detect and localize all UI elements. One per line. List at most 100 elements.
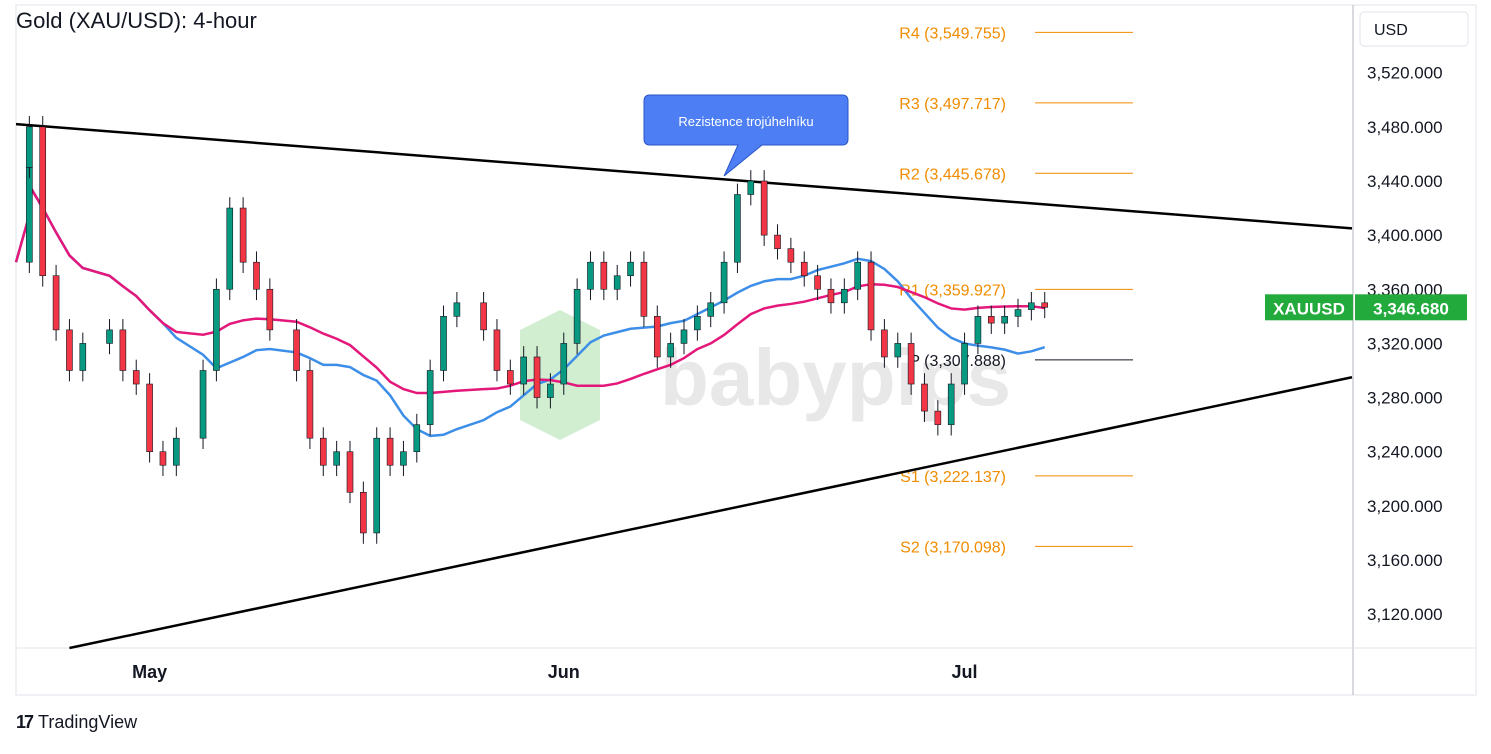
candle — [547, 383, 554, 398]
x-tick-label: Jul — [952, 662, 978, 682]
candle — [921, 383, 928, 412]
candle — [947, 383, 955, 425]
candle — [360, 492, 367, 534]
candle — [333, 451, 340, 466]
candle — [680, 329, 688, 344]
trendline-upper — [15, 122, 1353, 230]
candle — [787, 248, 795, 263]
candle — [894, 343, 902, 358]
chart-title: Gold (XAU/USD): 4-hour — [16, 8, 257, 33]
candle — [39, 126, 47, 277]
candle — [66, 329, 73, 371]
candle — [159, 451, 167, 466]
candle — [720, 261, 728, 304]
candle — [747, 180, 755, 195]
candle — [507, 370, 514, 385]
candle — [961, 343, 968, 385]
annotation-text: Rezistence trojúhelníku — [678, 114, 813, 129]
symbol-label: XAUUSD — [1273, 299, 1345, 318]
last-price-label: 3,346.680 — [1373, 299, 1449, 318]
candle — [841, 288, 848, 304]
candle — [774, 234, 781, 249]
candle — [987, 316, 995, 324]
y-tick-label: 3,120.000 — [1367, 605, 1443, 624]
candle — [319, 437, 327, 466]
pivot-label: S1 (3,222.137) — [900, 469, 1006, 486]
candle — [533, 356, 541, 398]
candle — [734, 194, 741, 263]
candle — [974, 316, 982, 344]
candle — [667, 343, 674, 358]
candle — [79, 343, 87, 371]
x-tick-label: May — [132, 662, 167, 682]
candle — [867, 261, 875, 331]
candle — [453, 302, 461, 317]
candle — [266, 288, 274, 331]
candle — [293, 329, 300, 371]
candle — [560, 343, 568, 385]
candle — [573, 288, 581, 344]
candle — [413, 424, 421, 453]
brand[interactable]: 17 TradingView — [16, 712, 137, 733]
x-tick-label: Jun — [548, 662, 580, 682]
candle — [854, 261, 861, 290]
candle — [173, 437, 180, 466]
candle — [213, 288, 220, 371]
pivot-label: S2 (3,170.098) — [900, 539, 1006, 556]
y-tick-label: 3,200.000 — [1367, 497, 1443, 516]
candle — [119, 329, 127, 371]
candle — [707, 302, 715, 317]
candle — [1001, 316, 1008, 324]
trendline-lower — [69, 376, 1353, 650]
candle — [106, 329, 113, 344]
candle — [600, 261, 608, 290]
currency-label: USD — [1374, 22, 1408, 39]
pivot-label: R1 (3,359.927) — [899, 282, 1006, 299]
candle — [386, 437, 394, 466]
candle — [400, 451, 407, 466]
candle — [907, 343, 915, 385]
y-tick-label: 3,160.000 — [1367, 551, 1443, 570]
candle — [587, 261, 594, 290]
candle — [814, 275, 821, 290]
price-badge — [1355, 294, 1467, 321]
chart-frame — [15, 4, 1477, 696]
candle — [653, 316, 661, 358]
symbol-badge — [1265, 294, 1353, 321]
y-tick-label: 3,280.000 — [1367, 389, 1443, 408]
candle — [26, 126, 33, 168]
pivot-label: R2 (3,445.678) — [899, 166, 1006, 183]
candle — [493, 329, 501, 371]
candle — [239, 207, 247, 263]
watermark-logo-icon — [520, 310, 600, 440]
y-tick-label: 3,480.000 — [1367, 118, 1443, 137]
y-tick-label: 3,520.000 — [1367, 64, 1443, 83]
candle — [426, 370, 434, 425]
candle — [827, 288, 835, 304]
candle — [760, 180, 768, 236]
candle — [613, 275, 621, 290]
y-tick-label: 3,400.000 — [1367, 226, 1443, 245]
candle — [373, 437, 381, 534]
candle — [346, 451, 354, 493]
candle — [52, 275, 60, 331]
candle — [520, 356, 527, 385]
candle — [1014, 309, 1022, 317]
candle — [640, 261, 648, 317]
y-tick-label: 3,240.000 — [1367, 443, 1443, 462]
y-tick-label: 3,440.000 — [1367, 172, 1443, 191]
candle — [226, 207, 234, 290]
watermark-text: babypips — [660, 333, 1011, 422]
currency-box — [1359, 11, 1469, 47]
candle — [132, 370, 140, 385]
candle — [253, 261, 260, 290]
candle — [881, 329, 888, 358]
pivot-label: R3 (3,497.717) — [899, 96, 1006, 113]
candle — [1028, 302, 1035, 310]
candle — [146, 383, 153, 453]
candle — [26, 167, 33, 263]
pivot-label: P (3,307.888) — [909, 353, 1006, 370]
candle — [1041, 302, 1049, 308]
